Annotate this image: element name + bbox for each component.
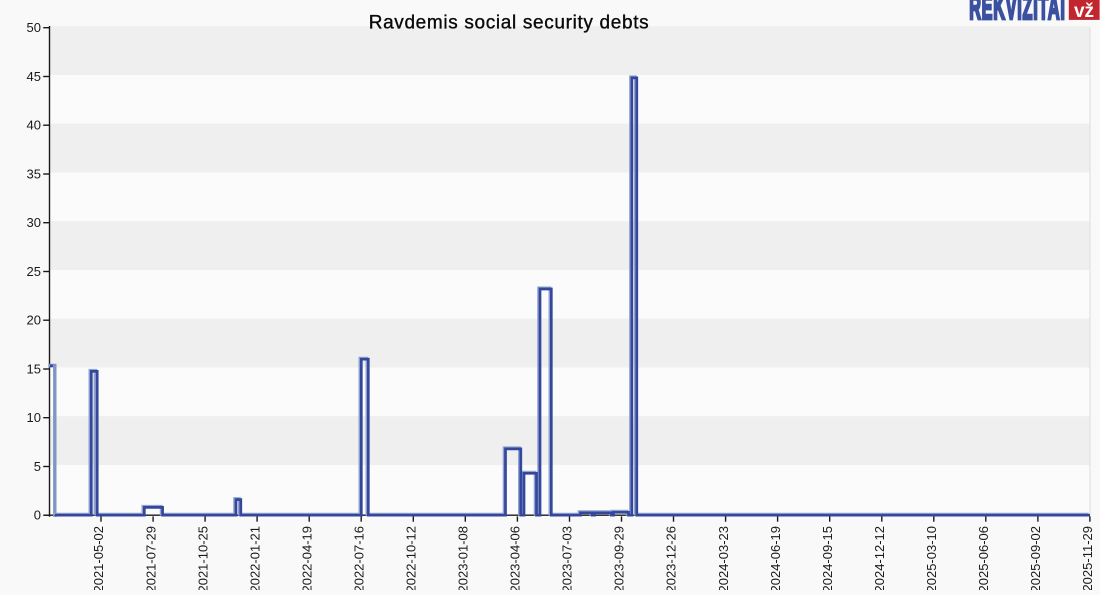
svg-text:REKVIZITAI: REKVIZITAI [969, 0, 1065, 26]
svg-text:2021-07-29: 2021-07-29 [143, 526, 158, 590]
svg-text:2025-11-29: 2025-11-29 [1080, 526, 1095, 590]
svg-text:30: 30 [27, 215, 41, 230]
svg-text:2024-09-15: 2024-09-15 [820, 526, 835, 590]
svg-text:15: 15 [27, 362, 41, 377]
svg-text:2023-04-06: 2023-04-06 [508, 526, 523, 590]
svg-text:vž: vž [1074, 1, 1094, 22]
svg-text:45: 45 [27, 69, 41, 84]
svg-text:25: 25 [27, 264, 41, 279]
svg-text:0: 0 [34, 508, 41, 523]
svg-text:2024-12-12: 2024-12-12 [872, 526, 887, 590]
svg-text:50: 50 [27, 20, 41, 35]
svg-text:5: 5 [34, 459, 41, 474]
svg-text:2024-03-23: 2024-03-23 [716, 526, 731, 590]
svg-text:2025-06-06: 2025-06-06 [976, 526, 991, 590]
svg-text:2023-01-08: 2023-01-08 [456, 526, 471, 590]
svg-text:2022-07-16: 2022-07-16 [351, 526, 366, 590]
svg-text:2025-09-02: 2025-09-02 [1028, 526, 1043, 590]
svg-text:20: 20 [27, 313, 41, 328]
svg-text:2021-05-02: 2021-05-02 [91, 526, 106, 590]
svg-text:2024-06-19: 2024-06-19 [768, 526, 783, 590]
svg-text:10: 10 [27, 410, 41, 425]
svg-text:2023-12-26: 2023-12-26 [664, 526, 679, 590]
svg-text:Ravdemis social security debts: Ravdemis social security debts [369, 13, 650, 34]
svg-text:2023-09-29: 2023-09-29 [612, 526, 627, 590]
svg-text:2022-04-19: 2022-04-19 [299, 526, 314, 590]
svg-text:2022-10-12: 2022-10-12 [404, 526, 419, 590]
svg-text:2023-07-03: 2023-07-03 [560, 526, 575, 590]
svg-text:35: 35 [27, 167, 41, 182]
svg-text:2021-10-25: 2021-10-25 [195, 526, 210, 590]
svg-text:40: 40 [27, 118, 41, 133]
svg-text:2025-03-10: 2025-03-10 [924, 526, 939, 590]
svg-text:2022-01-21: 2022-01-21 [247, 526, 262, 590]
